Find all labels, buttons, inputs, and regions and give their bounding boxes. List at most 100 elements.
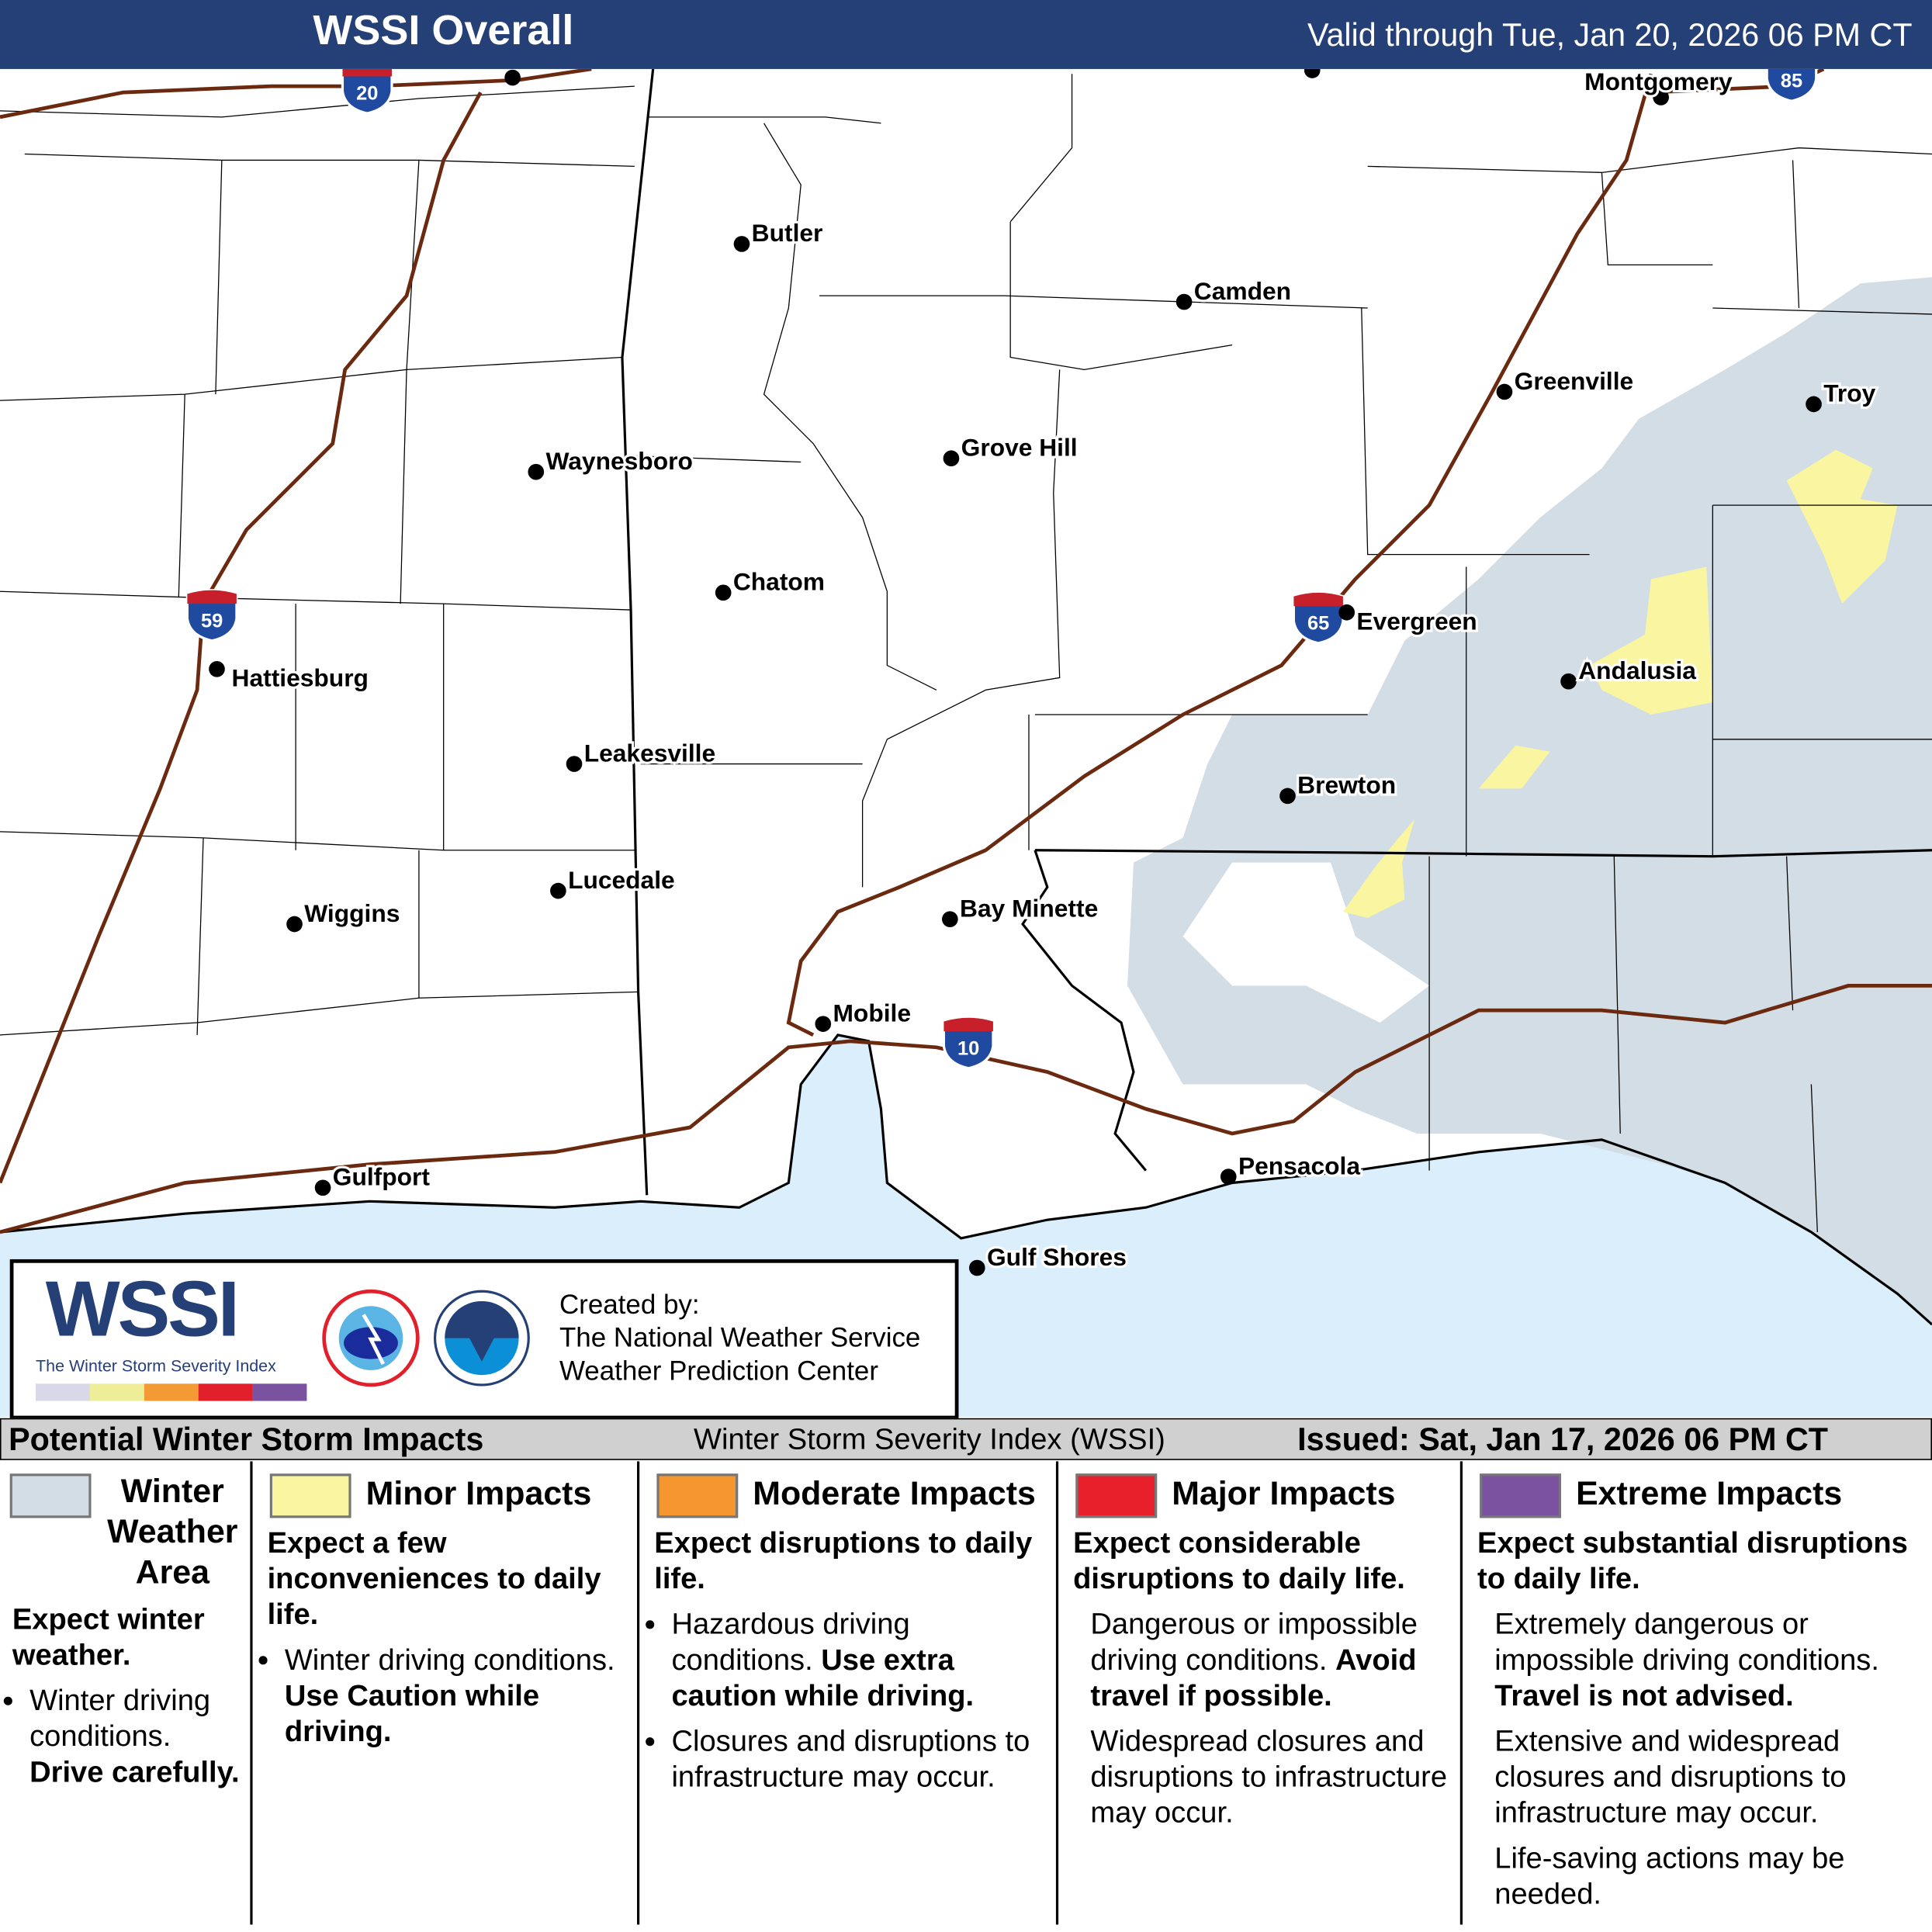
city-troy: Troy <box>1806 377 1878 413</box>
city-label: Butler <box>752 219 823 247</box>
wssi-logo: WSSI <box>45 1264 240 1353</box>
city-label: Pensacola <box>1238 1151 1360 1179</box>
city-label: Leakesville <box>584 739 715 767</box>
legend-bullet: Hazardous driving conditions. Use extra … <box>671 1607 1051 1714</box>
city-dot <box>1304 68 1321 78</box>
city-dot <box>715 584 732 601</box>
city-camden: Camden <box>1175 275 1293 310</box>
color-bar-segment <box>144 1383 199 1401</box>
legend-swatch <box>9 1473 92 1518</box>
city-grove-hill: Grove Hill <box>943 431 1080 467</box>
legend-swatch <box>269 1473 351 1518</box>
legend-heading: Minor Impacts <box>365 1474 592 1512</box>
legend-paragraph: Dangerous or impossible driving conditio… <box>1090 1608 1418 1713</box>
valid-time: Valid through Tue, Jan 20, 2026 06 PM CT <box>1307 16 1913 54</box>
city-dot <box>1175 293 1193 310</box>
svg-text:10: 10 <box>957 1037 979 1059</box>
legend-heading: Moderate Impacts <box>753 1474 1036 1512</box>
city-label: Camden <box>1194 277 1291 305</box>
legend-lead: Expect substantial disruptions to daily … <box>1477 1526 1908 1596</box>
city-dot <box>314 1179 331 1196</box>
interstate-20-shield-icon: 20 <box>341 68 393 115</box>
legend-subtitle: Winter Storm Severity Index (WSSI) <box>694 1423 1165 1457</box>
legend-column-extreme-impacts: Extreme Impacts Expect substantial disrup… <box>1467 1461 1924 1924</box>
county-lines <box>0 74 1932 1233</box>
city-label: Evergreen <box>1356 607 1477 635</box>
city-montgomery: Montgomery <box>1582 69 1735 106</box>
interstate-shields: 20 85 59 65 10 <box>185 68 1818 1070</box>
city-dot <box>1220 1169 1237 1185</box>
legend-heading: Extreme Impacts <box>1576 1474 1843 1512</box>
svg-text:59: 59 <box>201 610 223 632</box>
header-bar: WSSI Overall Valid through Tue, Jan 20, … <box>0 0 1932 69</box>
city-bay-minette: Bay Minette <box>942 892 1100 927</box>
city-label: Mobile <box>833 999 911 1027</box>
city-dot <box>1496 383 1513 400</box>
nws-logo-icon <box>322 1289 420 1387</box>
city-dot <box>942 911 958 927</box>
city-evergreen: Evergreen <box>1338 604 1480 638</box>
legend-paragraph: Life-saving actions may be needed. <box>1494 1842 1845 1912</box>
minor-impacts-areas <box>1342 449 1898 919</box>
city-wiggins: Wiggins <box>286 897 403 933</box>
city-label: Waynesboro <box>545 447 692 475</box>
city-mobile: Mobile <box>815 996 913 1032</box>
interstate-59-shield-icon: 59 <box>185 589 238 642</box>
city-chatom: Chatom <box>715 565 827 601</box>
city-label: Chatom <box>733 568 825 596</box>
legend-lead: Expect winter weather. <box>12 1603 205 1672</box>
city-dot <box>1560 673 1577 690</box>
legend-lead: Expect a few inconveniences to daily lif… <box>267 1526 601 1632</box>
city-waynesboro: Waynesboro <box>528 445 695 480</box>
legend-title: Potential Winter Storm Impacts <box>9 1420 484 1458</box>
city-label: Greenville <box>1515 367 1634 395</box>
city-label: Gulfport <box>333 1163 431 1191</box>
white-gap <box>1182 862 1430 1023</box>
interstate-10-shield-icon: 10 <box>942 1016 995 1070</box>
city-dot <box>733 236 750 252</box>
city-dot <box>566 756 583 772</box>
city-butler: Butler <box>733 216 826 252</box>
legend-heading: Major Impacts <box>1172 1474 1396 1512</box>
city-lucedale: Lucedale <box>550 864 677 899</box>
issued-time: Issued: Sat, Jan 17, 2026 06 PM CT <box>1297 1420 1829 1458</box>
legend-bullet: Winter driving conditions. Use Caution w… <box>285 1643 632 1750</box>
color-bar-segment <box>252 1383 307 1401</box>
city-hattiesburg: Hattiesburg <box>209 660 371 694</box>
city-dot <box>1279 788 1296 805</box>
wssi-logo-subtitle: The Winter Storm Severity Index <box>36 1356 276 1376</box>
map: 20 85 59 65 10 Montgomery Butler Camden Greenvi… <box>0 68 1932 1418</box>
legend-paragraph: Extremely dangerous or impossible drivin… <box>1494 1608 1879 1713</box>
city-andalusia: Andalusia <box>1560 654 1698 690</box>
map-title: WSSI Overall <box>313 7 574 54</box>
city-label: Wiggins <box>304 899 400 927</box>
city-label: Gulf Shores <box>987 1243 1127 1271</box>
legend-swatch <box>1075 1473 1158 1518</box>
credit-line-2: The National Weather Service <box>559 1321 921 1353</box>
city-gulf-shores: Gulf Shores <box>968 1241 1129 1276</box>
legend-column-winter-weather-area: Winter Weather Area Expect winter weather… <box>2 1461 253 1925</box>
svg-text:65: 65 <box>1307 612 1329 634</box>
legend-lead: Expect considerable disruptions to daily… <box>1073 1526 1405 1596</box>
noaa-logo-icon <box>433 1290 530 1387</box>
city-pensacola: Pensacola <box>1220 1149 1363 1185</box>
legend-lead: Expect disruptions to daily life. <box>654 1526 1033 1596</box>
city-label: Troy <box>1823 379 1875 407</box>
city-label: Grove Hill <box>961 434 1078 462</box>
city-label: Lucedale <box>568 866 675 894</box>
city-dot <box>550 882 566 899</box>
city-label: Bay Minette <box>960 894 1098 922</box>
legend-paragraph: Extensive and widespread closures and di… <box>1494 1725 1847 1830</box>
city-dot <box>504 69 521 86</box>
city-dot <box>528 463 545 480</box>
legend-column-moderate-impacts: Moderate Impacts Expect disruptions to da… <box>645 1461 1059 1925</box>
city-brewton: Brewton <box>1279 769 1398 805</box>
city-label: Andalusia <box>1578 656 1696 684</box>
city-label: Montgomery <box>1584 69 1733 95</box>
city-dot <box>1806 396 1822 413</box>
svg-text:20: 20 <box>356 83 378 105</box>
agency-logos <box>322 1289 530 1387</box>
interstate-85-shield-icon: 85 <box>1765 68 1818 102</box>
city-label: Brewton <box>1297 771 1396 799</box>
